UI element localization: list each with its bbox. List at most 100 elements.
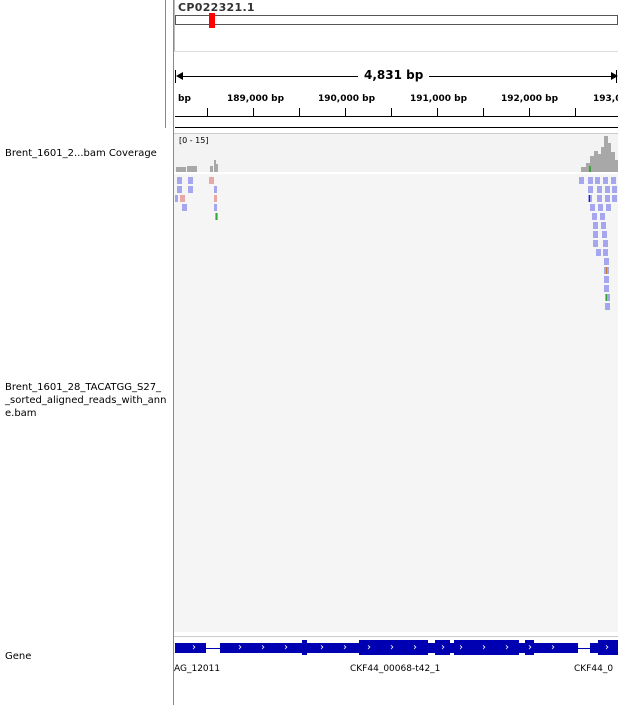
- read-mismatch: [216, 213, 217, 220]
- read-forward: [612, 195, 617, 202]
- gene-exon[interactable]: [307, 643, 359, 653]
- read-forward: [605, 294, 610, 301]
- strand-arrow-icon: ›: [367, 642, 371, 653]
- read-forward: [175, 195, 178, 202]
- read-reverse: [214, 195, 217, 202]
- gene-feature-label-0: AG_12011: [174, 664, 221, 674]
- coverage-bar: [214, 160, 216, 172]
- coverage-bar: [586, 163, 590, 172]
- read-forward: [604, 258, 609, 265]
- read-forward: [605, 195, 610, 202]
- read-forward: [602, 231, 607, 238]
- name-panel-divider[interactable]: [165, 0, 166, 128]
- alignment-track-name-line-3: e.bam: [5, 408, 37, 419]
- read-forward: [592, 213, 597, 220]
- gene-exon[interactable]: [450, 643, 454, 653]
- gene-exon[interactable]: [428, 643, 435, 653]
- gene-exon[interactable]: [454, 640, 519, 655]
- ruler-tick-label-1: 189,000 bp: [227, 94, 285, 104]
- strand-arrow-icon: ›: [320, 642, 324, 653]
- read-forward: [214, 204, 217, 211]
- read-forward: [596, 249, 601, 256]
- strand-arrow-icon: ›: [261, 642, 265, 653]
- read-forward: [188, 186, 193, 193]
- gene-exon[interactable]: [359, 640, 428, 655]
- strand-arrow-icon: ›: [284, 642, 288, 653]
- gene-exon[interactable]: [175, 643, 206, 653]
- chromosome-name: CP022321.1: [178, 1, 255, 14]
- read-forward: [603, 249, 608, 256]
- coverage-bar: [581, 167, 586, 172]
- alignment-track[interactable]: [174, 174, 618, 632]
- coverage-bar: [590, 156, 594, 172]
- read-mismatch: [606, 294, 607, 301]
- read-forward: [606, 204, 611, 211]
- read-forward: [597, 195, 602, 202]
- alignment-track-name-line-2: _sorted_aligned_reads_with_ann: [5, 395, 167, 406]
- gene-exon[interactable]: [435, 640, 450, 655]
- alignment-track-name-line-1: Brent_1601_28_TACATGG_S27_: [5, 382, 162, 393]
- gene-exon[interactable]: [519, 643, 525, 653]
- alignment-track-name[interactable]: Brent_1601_28_TACATGG_S27_ _sorted_align…: [5, 381, 166, 420]
- coverage-bar: [615, 160, 618, 172]
- gene-exon[interactable]: [598, 640, 618, 655]
- read-forward: [595, 177, 600, 184]
- read-forward: [182, 204, 187, 211]
- ideogram-separator: [174, 51, 618, 52]
- ruler-tick: [299, 108, 300, 116]
- read-forward: [579, 177, 584, 184]
- ruler-tick: [437, 108, 438, 116]
- span-length-label: 4,831 bp: [358, 68, 430, 82]
- gene-exon[interactable]: [590, 643, 598, 653]
- read-forward: [605, 303, 610, 310]
- strand-arrow-icon: ›: [505, 642, 509, 653]
- ruler-tick: [529, 108, 530, 116]
- coverage-track-name[interactable]: Brent_1601_2...bam Coverage: [5, 148, 157, 159]
- ruler-tick: [207, 108, 208, 116]
- read-forward: [590, 204, 595, 211]
- span-arrow-right-head: [611, 72, 618, 80]
- strand-arrow-icon: ›: [528, 642, 532, 653]
- strand-arrow-icon: ›: [482, 642, 486, 653]
- gene-exon[interactable]: [525, 640, 534, 655]
- strand-arrow-icon: ›: [459, 642, 463, 653]
- coverage-bar: [611, 152, 615, 172]
- ruler-tick-label-0: bp: [178, 94, 191, 104]
- ruler-bottom-line: [175, 127, 618, 128]
- current-region-marker: [209, 13, 215, 28]
- read-forward: [597, 186, 602, 193]
- span-arrow-left-cap: [175, 70, 176, 83]
- gene-track-top-border: [174, 636, 618, 637]
- coverage-data-range: [0 - 15]: [179, 136, 209, 145]
- read-forward: [593, 222, 598, 229]
- strand-arrow-icon: ›: [413, 642, 417, 653]
- gene-exon[interactable]: [534, 643, 578, 653]
- ruler-tick: [483, 108, 484, 116]
- read-forward: [604, 285, 609, 292]
- ideogram-frame: [174, 0, 619, 51]
- data-panel-divider[interactable]: [173, 0, 174, 705]
- coverage-mismatch-bar: [589, 166, 591, 172]
- chromosome-ideogram[interactable]: [175, 15, 618, 25]
- strand-arrow-icon: ›: [390, 642, 394, 653]
- gene-exon[interactable]: [220, 643, 302, 653]
- coverage-track[interactable]: [174, 134, 618, 172]
- read-forward: [593, 231, 598, 238]
- strand-arrow-icon: ›: [605, 642, 609, 653]
- gene-exon[interactable]: [302, 640, 307, 655]
- coverage-bar: [608, 143, 611, 172]
- coverage-bar: [216, 164, 218, 172]
- strand-arrow-icon: ›: [343, 642, 347, 653]
- ruler-tick-label-3: 191,000 bp: [410, 94, 468, 104]
- read-forward: [605, 186, 610, 193]
- span-arrow-left-head: [176, 72, 183, 80]
- read-forward: [588, 195, 592, 202]
- ruler-tick: [253, 108, 254, 116]
- strand-arrow-icon: ›: [575, 642, 579, 653]
- coverage-bar: [604, 136, 608, 172]
- ruler-baseline: [175, 116, 618, 117]
- coverage-bar: [176, 167, 186, 172]
- gene-track-name[interactable]: Gene: [5, 651, 32, 662]
- read-forward: [604, 276, 609, 283]
- read-forward: [593, 240, 598, 247]
